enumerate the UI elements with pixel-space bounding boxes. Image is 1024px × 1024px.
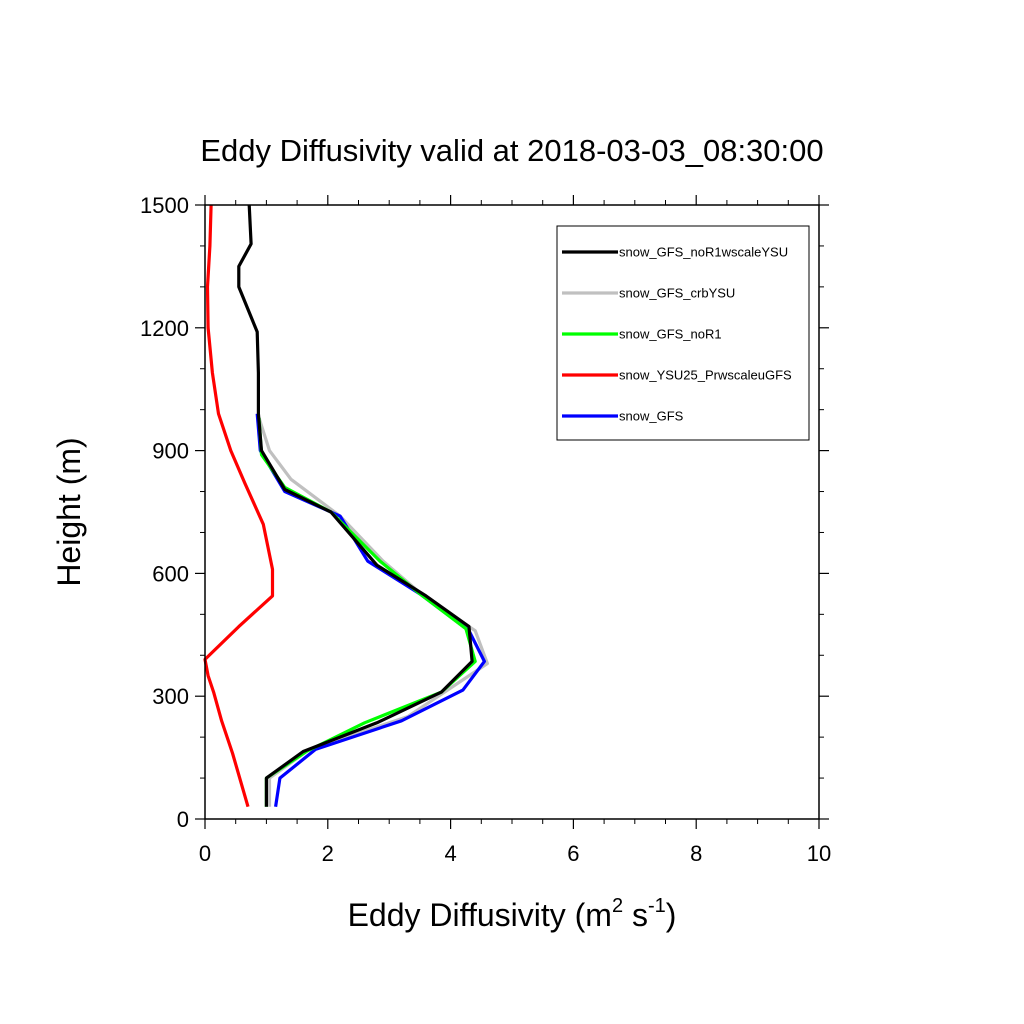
y-tick-label: 600 [152, 561, 189, 586]
x-axis-units-close: ) [666, 897, 677, 933]
x-tick-label: 10 [807, 841, 831, 866]
x-axis-title-main: Eddy Diffusivity [348, 897, 566, 933]
y-tick-label: 0 [177, 807, 189, 832]
x-tick-label: 8 [690, 841, 702, 866]
legend: snow_GFS_noR1wscaleYSU snow_GFS_crbYSUsno… [556, 225, 810, 441]
x-axis-units-open: (m [575, 897, 612, 933]
x-axis-title: Eddy Diffusivity (m2 s-1) [348, 895, 677, 933]
x-tick-label: 0 [199, 841, 211, 866]
legend-label: snow_GFS_crbYSU [619, 286, 735, 301]
series-layer [203, 204, 489, 808]
y-axis-title: Height (m) [51, 437, 87, 586]
x-axis-units-exp1: 2 [612, 895, 623, 917]
series-line-snow_GFS_noR1wscaleYSU [237, 204, 474, 807]
y-tick-label: 1200 [140, 316, 189, 341]
legend-label: snow_GFS_noR1wscaleYSU [619, 245, 788, 260]
y-tick-label: 900 [152, 439, 189, 464]
chart-title: Eddy Diffusivity valid at 2018-03-03_08:… [200, 133, 823, 168]
x-tick-label: 2 [322, 841, 334, 866]
series-line-snow_YSU25_PrwscaleuGFS [203, 204, 275, 808]
x-tick-label: 6 [567, 841, 579, 866]
y-tick-label: 300 [152, 684, 189, 709]
x-axis-units-exp2: -1 [648, 895, 666, 917]
ticks-layer: 0 2 4 6 8 10 0 300 600 900 1200 1500 [140, 193, 831, 866]
legend-label: snow_GFS [619, 409, 684, 424]
x-axis-units-mid: s [623, 897, 648, 933]
legend-label: snow_YSU25_PrwscaleuGFS [619, 368, 792, 383]
legend-label: snow_GFS_noR1 [619, 327, 722, 342]
x-tick-label: 4 [444, 841, 456, 866]
y-tick-label: 1500 [140, 193, 189, 218]
